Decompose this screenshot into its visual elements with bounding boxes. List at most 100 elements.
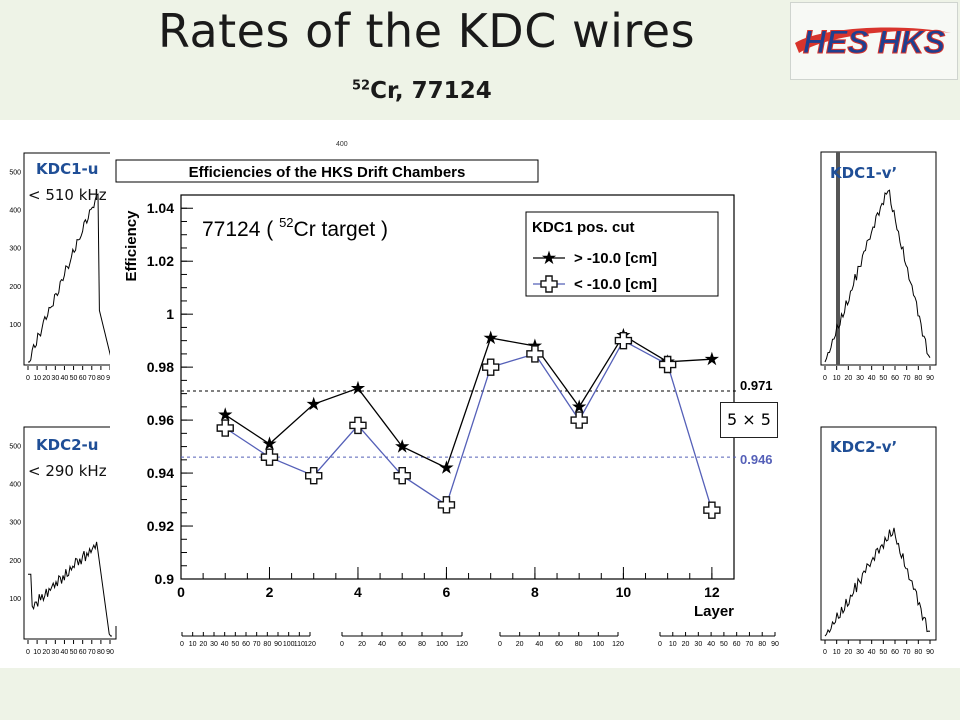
- legend-label: > -10.0 [cm]: [574, 250, 657, 267]
- x-tick-label: 6: [443, 584, 451, 600]
- page-title: Rates of the KDC wires: [158, 4, 696, 58]
- small-x-tick-label: 0: [823, 649, 827, 656]
- bottom-strip-tick-label: 80: [575, 641, 583, 648]
- legend-label: < -10.0 [cm]: [574, 276, 657, 293]
- small-y-tick-label: 300: [9, 246, 21, 253]
- x-tick-label: 4: [354, 584, 362, 600]
- data-point: [614, 331, 633, 350]
- label-kdc1-u: KDC1-u: [36, 160, 99, 178]
- legend: [525, 211, 719, 297]
- small-x-tick-label: 40: [868, 649, 876, 656]
- y-tick-label: 1: [166, 306, 174, 322]
- small-x-tick-label: 0: [823, 375, 827, 382]
- small-x-tick-label: 40: [868, 375, 876, 382]
- small-x-tick-label: 80: [914, 649, 922, 656]
- bottom-strip-tick-label: 70: [746, 641, 754, 648]
- x-axis-label: Layer: [694, 603, 734, 620]
- reference-line-label: 0.971: [740, 378, 773, 393]
- small-x-tick-label: 10: [33, 649, 41, 656]
- small-x-tick-label: 70: [903, 375, 911, 382]
- hist-kdc1-u: [28, 193, 113, 363]
- bottom-strip-tick-label: 60: [398, 641, 406, 648]
- subtitle-superscript: 52: [352, 78, 371, 94]
- small-x-tick-label: 90: [926, 649, 934, 656]
- data-point: [306, 396, 321, 411]
- page-subtitle: 52Cr, 77124: [352, 78, 492, 104]
- data-point: [439, 460, 454, 474]
- data-point: [481, 358, 500, 376]
- x-tick-label: 8: [531, 584, 539, 600]
- bottom-strip-tick-label: 60: [555, 641, 563, 648]
- bottom-strip-tick-label: 120: [456, 641, 468, 648]
- logo-text: HES HKS: [803, 24, 946, 60]
- small-x-tick-label: 80: [97, 375, 105, 382]
- bottom-strip-tick-label: 40: [535, 641, 543, 648]
- data-point: [437, 496, 456, 514]
- small-x-tick-label: 60: [79, 375, 87, 382]
- logo-graphic: HES HKS: [795, 24, 951, 61]
- hist-kdc1-v-spike: [836, 152, 840, 365]
- data-point: [393, 467, 411, 485]
- top-strip-tick: 400: [336, 141, 348, 148]
- hist-frame-kdc2-v: [820, 426, 937, 641]
- chart-annotation: 77124 ( 52Cr target ): [202, 215, 388, 241]
- small-y-tick-label: 100: [9, 322, 21, 329]
- hist-kdc2-v-xticks: 0 10 20 30 40 50 60 70 80 90: [823, 640, 934, 656]
- bottom-strip-tick-label: 20: [516, 641, 524, 648]
- small-x-tick-label: 30: [856, 649, 864, 656]
- small-x-tick-label: 50: [70, 375, 78, 382]
- data-point: [260, 448, 279, 466]
- small-x-tick-label: 40: [61, 375, 69, 382]
- footer-band: [0, 668, 960, 720]
- plot-frame: [180, 194, 735, 580]
- y-tick-label: 0.92: [147, 518, 174, 534]
- bottom-strip-tick-label: 20: [358, 641, 366, 648]
- hist-kdc2-v: [824, 527, 931, 637]
- data-point: [350, 380, 366, 395]
- hist-kdc2-u-xticks: 0 10 20 30 40 50 60 70 80 90: [26, 640, 114, 656]
- data-point: [262, 436, 277, 450]
- data-point: [349, 416, 367, 435]
- small-x-tick-label: 0: [26, 649, 30, 656]
- hist-kdc1-u-yticks: 100 200 300 400 500: [9, 169, 21, 328]
- small-x-tick-label: 60: [891, 649, 899, 656]
- bottom-strip-tick-label: 100: [283, 641, 295, 648]
- small-x-tick-label: 80: [914, 375, 922, 382]
- legend-items: > -10.0 [cm] < -10.0 [cm]: [533, 250, 657, 293]
- bottom-strip-tick-label: 90: [771, 641, 779, 648]
- small-x-tick-label: 40: [61, 649, 69, 656]
- small-x-tick-label: 60: [891, 375, 899, 382]
- small-x-tick-label: 20: [844, 649, 852, 656]
- small-y-tick-label: 100: [9, 596, 21, 603]
- small-x-tick-label: 0: [26, 375, 30, 382]
- data-point: [483, 330, 498, 345]
- small-x-tick-label: 70: [903, 649, 911, 656]
- bottom-strip-tick-label: 80: [418, 641, 426, 648]
- annotation-post: Cr target ): [294, 218, 389, 241]
- bottom-strip-tick-label: 0: [340, 641, 344, 648]
- bottom-strip-tick-label: 0: [180, 641, 184, 648]
- data-point: [703, 501, 721, 519]
- small-y-tick-label: 500: [9, 443, 21, 450]
- small-x-tick-label: 50: [879, 375, 887, 382]
- bottom-strip-tick-label: 0: [498, 641, 502, 648]
- x-axis-ticks: 0 2 4 6 8 10 12: [177, 567, 735, 600]
- bottom-strip-tick-label: 10: [189, 641, 197, 648]
- small-x-tick-label: 10: [833, 649, 841, 656]
- small-x-tick-label: 20: [42, 649, 50, 656]
- small-y-tick-label: 200: [9, 558, 21, 565]
- small-x-tick-label: 30: [856, 375, 864, 382]
- small-x-tick-label: 10: [33, 375, 41, 382]
- small-x-tick-label: 20: [844, 375, 852, 382]
- data-point: [526, 345, 544, 363]
- small-y-tick-label: 300: [9, 520, 21, 527]
- small-x-tick-label: 30: [51, 375, 59, 382]
- small-y-tick-label: 400: [9, 208, 21, 215]
- small-x-tick-label: 90: [106, 649, 114, 656]
- bottom-strip-tick-label: 10: [669, 641, 677, 648]
- legend-marker: [541, 250, 557, 265]
- note-kdc1-u: < 510 kHz: [28, 186, 107, 204]
- data-point: [658, 355, 677, 374]
- hist-kdc1-v: [824, 189, 931, 363]
- logo: HES HKS: [790, 2, 958, 80]
